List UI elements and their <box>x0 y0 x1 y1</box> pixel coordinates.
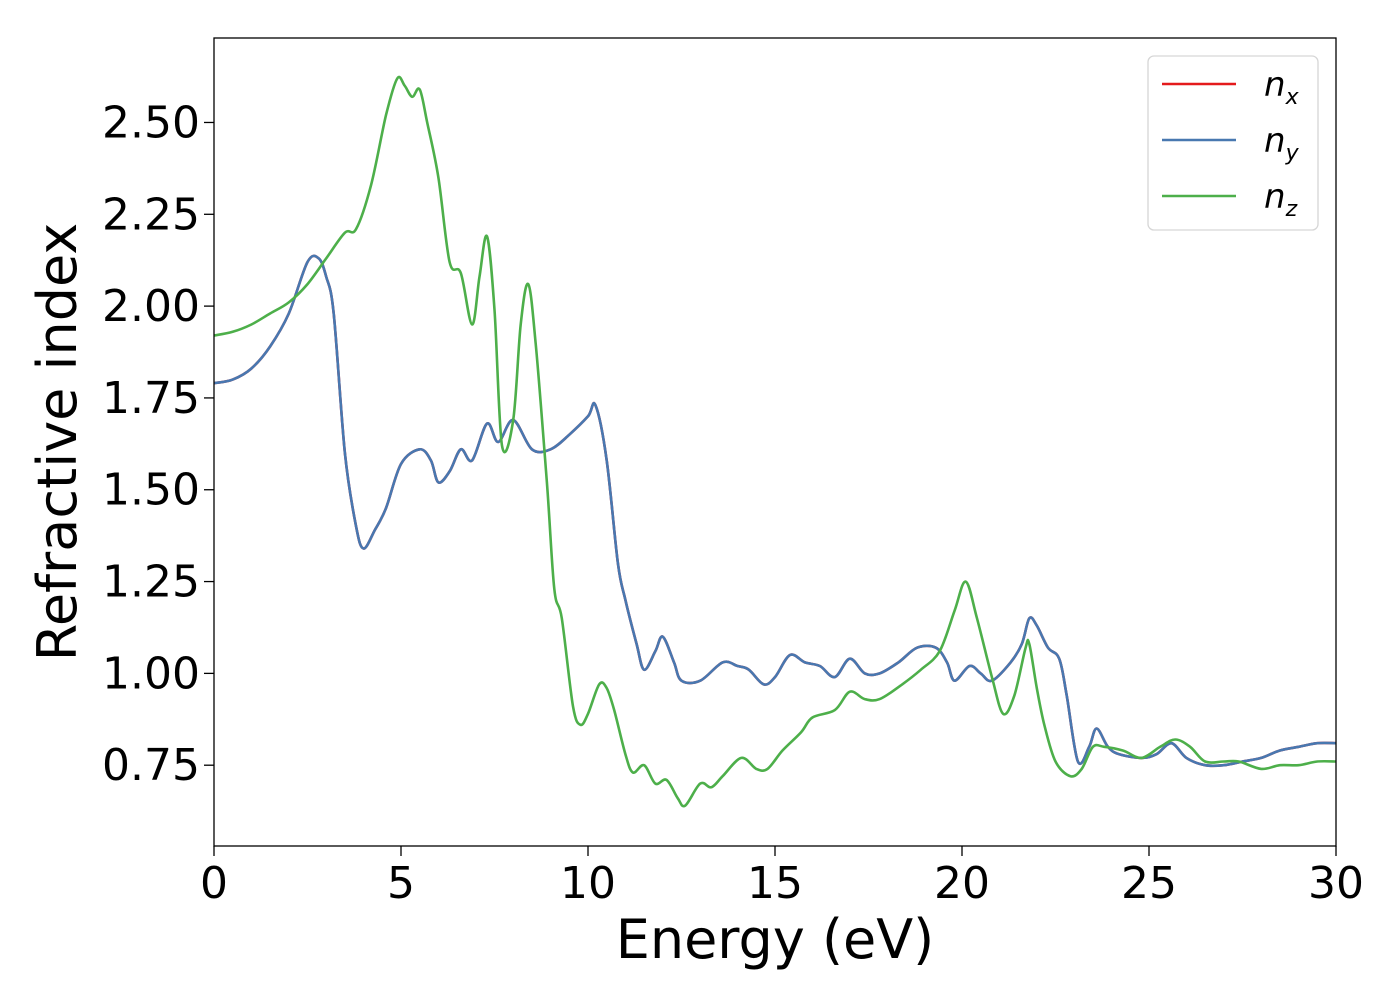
y-tick-label: 2.50 <box>102 97 200 148</box>
legend-box <box>1147 55 1319 231</box>
legend-label-subscript: y <box>1285 141 1300 166</box>
x-tick-label: 5 <box>387 858 415 909</box>
series-line-z <box>214 75 1336 808</box>
x-axis: 0 5 10 15 20 25 30 <box>200 846 1364 909</box>
legend-label-base: n <box>1264 65 1286 105</box>
legend-label-y: ny <box>1264 121 1300 166</box>
y-tick-label: 0.75 <box>102 740 200 791</box>
y-tick-label: 2.25 <box>102 189 200 240</box>
series-line-y <box>214 254 1336 768</box>
y-tick-label: 1.25 <box>102 557 200 608</box>
x-tick-label: 20 <box>934 858 990 909</box>
series-layer <box>214 75 1336 808</box>
legend-label-x: nx <box>1264 65 1300 110</box>
legend-label-subscript: z <box>1285 197 1298 222</box>
y-axis-label: Refractive index <box>26 223 89 662</box>
legend-label-base: n <box>1264 121 1286 161</box>
x-axis-label: Energy (eV) <box>616 908 935 971</box>
legend-label-subscript: x <box>1285 85 1300 110</box>
y-tick-label: 2.00 <box>102 281 200 332</box>
x-tick-label: 15 <box>747 858 803 909</box>
legend-label-base: n <box>1264 177 1286 217</box>
x-tick-label: 0 <box>200 858 228 909</box>
x-tick-label: 10 <box>560 858 616 909</box>
y-tick-label: 1.50 <box>102 465 200 516</box>
x-tick-label: 30 <box>1308 858 1364 909</box>
y-tick-label: 1.00 <box>102 648 200 699</box>
x-tick-label: 25 <box>1121 858 1177 909</box>
y-tick-label: 1.75 <box>102 373 200 424</box>
y-axis: 0.75 1.00 1.25 1.50 1.75 2.00 2.25 2.50 <box>102 97 214 791</box>
legend-label-z: nz <box>1264 177 1298 222</box>
